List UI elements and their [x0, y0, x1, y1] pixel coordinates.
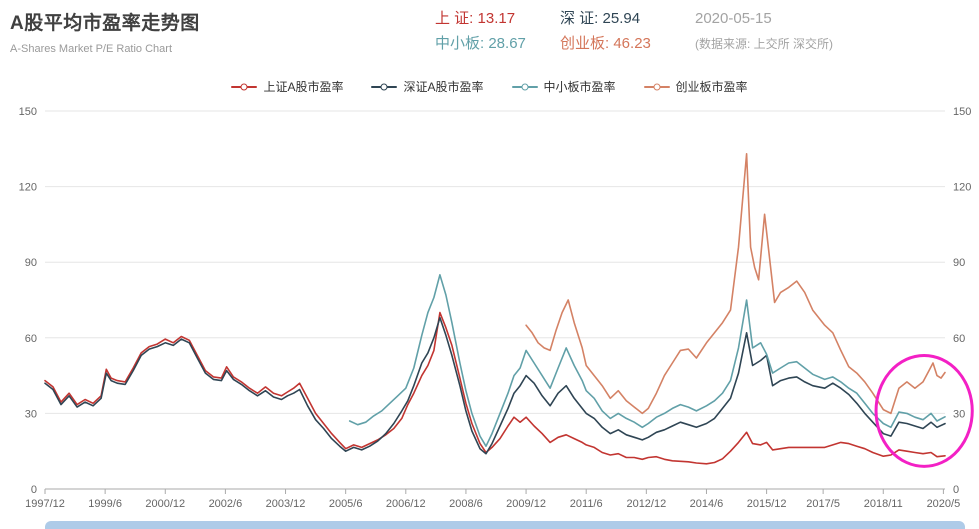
- svg-text:150: 150: [953, 106, 971, 118]
- legend-item-shanghai[interactable]: 上证A股市盈率: [231, 78, 343, 95]
- svg-text:2009/12: 2009/12: [506, 498, 546, 510]
- highlight-ellipse: [874, 353, 974, 468]
- y-axis-labels-left: 0 30 60 90 120 150: [19, 106, 37, 496]
- svg-text:90: 90: [25, 257, 37, 269]
- legend-circle-marker-icon: [653, 83, 661, 90]
- svg-text:2020/5: 2020/5: [927, 498, 961, 510]
- legend-item-shenzhen[interactable]: 深证A股市盈率: [371, 78, 484, 95]
- stats-row-2: 中小板: 28.67 创业板: 46.23 (数据来源: 上交所 深交所): [435, 31, 833, 56]
- svg-text:0: 0: [953, 484, 959, 496]
- svg-text:2018/11: 2018/11: [864, 498, 903, 510]
- data-source-note: (数据来源: 上交所 深交所): [695, 37, 833, 51]
- legend-circle-marker-icon: [521, 83, 528, 90]
- report-date: 2020-05-15: [695, 10, 772, 27]
- legend-line-marker-icon: [231, 83, 258, 90]
- series-line-shanghai[interactable]: [44, 311, 946, 465]
- svg-text:2012/12: 2012/12: [626, 498, 666, 510]
- svg-text:120: 120: [19, 182, 37, 194]
- stat-value: 46.23: [613, 35, 651, 52]
- svg-text:60: 60: [953, 333, 965, 345]
- svg-text:150: 150: [19, 106, 37, 118]
- stat-label: 创业板:: [560, 35, 610, 52]
- stat-chinext: 创业板: 46.23: [560, 31, 695, 56]
- legend-circle-marker-icon: [380, 83, 388, 90]
- legend-item-sme[interactable]: 中小板市盈率: [511, 78, 616, 95]
- svg-text:120: 120: [953, 182, 971, 194]
- stats-row-1: 上 证: 13.17 深 证: 25.94 2020-05-15: [435, 6, 833, 31]
- legend-line-marker-icon: [371, 83, 398, 90]
- stat-label: 中小板:: [435, 35, 485, 52]
- stat-shenzhen: 深 证: 25.94: [560, 6, 695, 31]
- bottom-scrollbar[interactable]: [45, 521, 965, 529]
- chart-legend: 上证A股市盈率 深证A股市盈率 中小板市盈率 创业板市盈率: [0, 78, 979, 95]
- x-axis-labels: 1997/12 1999/6 2000/12 2002/6 2003/12 2005/6 2…: [25, 489, 960, 510]
- svg-text:2015/12: 2015/12: [747, 498, 787, 510]
- legend-label: 创业板市盈率: [675, 80, 748, 94]
- stat-shanghai: 上 证: 13.17: [435, 6, 560, 31]
- svg-text:2006/12: 2006/12: [386, 498, 426, 510]
- svg-text:2002/6: 2002/6: [209, 498, 243, 510]
- stat-sme: 中小板: 28.67: [435, 31, 560, 56]
- svg-text:2017/5: 2017/5: [806, 498, 840, 510]
- title-block: A股平均市盈率走势图 A-Shares Market P/E Ratio Cha…: [10, 8, 200, 55]
- legend-line-marker-icon: [511, 83, 538, 90]
- svg-text:2003/12: 2003/12: [266, 498, 306, 510]
- stat-label: 深 证:: [560, 10, 599, 27]
- legend-circle-marker-icon: [240, 83, 248, 90]
- page-subtitle: A-Shares Market P/E Ratio Chart: [10, 43, 173, 55]
- svg-text:2008/6: 2008/6: [449, 498, 483, 510]
- series-lines: [44, 153, 946, 465]
- svg-text:2011/6: 2011/6: [570, 498, 603, 510]
- svg-text:2005/6: 2005/6: [329, 498, 363, 510]
- legend-label: 深证A股市盈率: [403, 80, 484, 94]
- series-line-shenzhen[interactable]: [44, 316, 946, 455]
- stat-value: 25.94: [602, 10, 641, 27]
- stat-value: 13.17: [477, 10, 516, 27]
- stat-label: 上 证:: [435, 10, 474, 27]
- svg-text:60: 60: [25, 333, 37, 345]
- legend-label: 中小板市盈率: [543, 80, 616, 94]
- gridlines: [45, 110, 945, 490]
- svg-text:1997/12: 1997/12: [25, 498, 65, 510]
- stat-value: 28.67: [488, 35, 526, 52]
- legend-item-chinext[interactable]: 创业板市盈率: [643, 78, 748, 95]
- series-line-chinext[interactable]: [525, 153, 946, 415]
- legend-label: 上证A股市盈率: [263, 80, 344, 94]
- header-stats: 上 证: 13.17 深 证: 25.94 2020-05-15 中小板: 28…: [435, 6, 833, 56]
- svg-text:2000/12: 2000/12: [145, 498, 185, 510]
- series-line-sme[interactable]: [348, 273, 946, 448]
- legend-line-marker-icon: [643, 83, 670, 90]
- svg-text:30: 30: [953, 408, 965, 420]
- svg-text:2014/6: 2014/6: [690, 498, 724, 510]
- svg-text:90: 90: [953, 257, 965, 269]
- svg-text:1999/6: 1999/6: [88, 498, 122, 510]
- page-title: A股平均市盈率走势图: [10, 13, 200, 34]
- svg-text:30: 30: [25, 408, 37, 420]
- y-axis-labels-right: 0 30 60 90 120 150: [953, 106, 971, 496]
- svg-text:0: 0: [31, 484, 37, 496]
